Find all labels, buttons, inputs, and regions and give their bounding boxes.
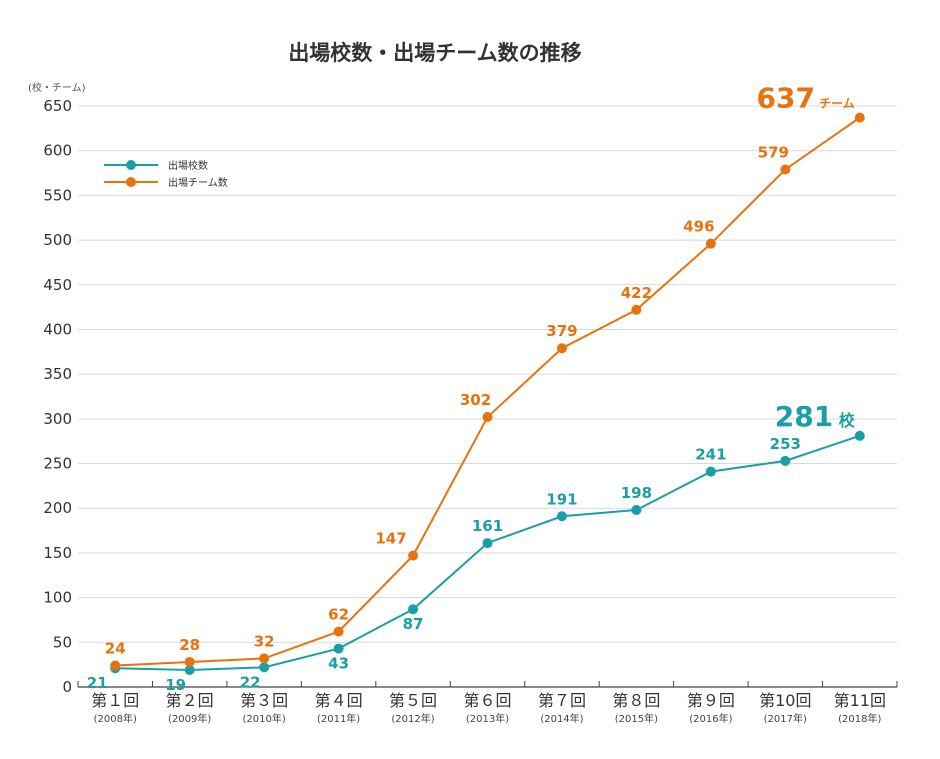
y-axis-unit: (校・チーム) (28, 81, 86, 94)
x-tick-label: 第９回 (687, 691, 735, 710)
y-tick-label: 150 (43, 544, 72, 562)
data-label: 32 (254, 632, 275, 650)
x-tick-year: (2017年) (764, 712, 807, 725)
x-tick-year: (2011年) (317, 712, 360, 725)
x-tick-year: (2013年) (466, 712, 509, 725)
data-label: 379 (546, 322, 577, 340)
data-label: 496 (683, 218, 714, 236)
x-tick-year: (2009年) (168, 712, 211, 725)
y-tick-label: 400 (43, 320, 72, 338)
data-label: 147 (375, 530, 406, 548)
y-tick-label: 350 (43, 365, 72, 383)
data-label: 191 (546, 490, 577, 508)
x-tick-label: 第５回 (389, 691, 437, 710)
x-tick-year: (2010年) (243, 712, 286, 725)
x-tick-year: (2012年) (391, 712, 434, 725)
x-tick-label: 第８回 (612, 691, 660, 710)
x-tick-year: (2016年) (689, 712, 732, 725)
data-label: 87 (403, 615, 424, 633)
x-tick-year: (2015年) (615, 712, 658, 725)
x-tick-label: 第４回 (315, 691, 363, 710)
x-tick-label: 第11回 (834, 691, 886, 710)
data-point (110, 660, 121, 671)
legend-marker (126, 160, 136, 170)
final-unit: 校 (833, 411, 856, 430)
data-label: 28 (179, 636, 200, 654)
y-tick-label: 50 (53, 633, 72, 651)
x-tick-label: 第６回 (463, 691, 511, 710)
data-point (631, 304, 642, 315)
data-label: 43 (328, 655, 349, 673)
y-tick-label: 450 (43, 276, 72, 294)
data-label: 19 (165, 676, 186, 694)
legend-label: 出場校数 (168, 159, 208, 172)
x-tick-label: 第７回 (538, 691, 586, 710)
final-value: 637 (756, 82, 814, 115)
x-tick-label: 第１回 (91, 691, 139, 710)
data-label: 241 (695, 446, 726, 464)
chart-title: 出場校数・出場チーム数の推移 (288, 41, 581, 65)
data-point (854, 430, 865, 441)
data-point (184, 656, 195, 667)
data-point (705, 466, 716, 477)
data-label: 21 (87, 674, 108, 692)
final-value-label: 281 校 (775, 400, 856, 433)
data-point (556, 511, 567, 522)
data-label: 62 (328, 606, 349, 624)
data-label: 422 (621, 284, 652, 302)
y-tick-label: 600 (43, 142, 72, 160)
data-point (482, 538, 493, 549)
y-tick-label: 100 (43, 589, 72, 607)
legend-marker (126, 177, 136, 187)
final-unit: チーム (815, 97, 855, 111)
x-tick-label: 第２回 (166, 691, 214, 710)
data-point (780, 455, 791, 466)
final-value: 281 (775, 400, 833, 433)
data-point (259, 662, 270, 673)
data-point (854, 112, 865, 123)
data-point (705, 238, 716, 249)
data-label: 253 (770, 435, 801, 453)
data-label: 302 (460, 391, 491, 409)
data-point (408, 550, 419, 561)
x-tick-label: 第10回 (759, 691, 811, 710)
final-value-label: 637 チーム (756, 82, 854, 115)
x-tick-year: (2014年) (540, 712, 583, 725)
x-tick-label: 第３回 (240, 691, 288, 710)
data-point (556, 343, 567, 354)
y-tick-label: 0 (62, 678, 72, 696)
y-tick-label: 250 (43, 455, 72, 473)
data-point (482, 412, 493, 423)
data-label: 24 (105, 640, 126, 658)
y-tick-label: 500 (43, 231, 72, 249)
y-tick-label: 300 (43, 410, 72, 428)
data-label: 198 (621, 484, 652, 502)
data-point (333, 643, 344, 654)
x-tick-year: (2018年) (838, 712, 881, 725)
data-point (408, 604, 419, 615)
data-label: 161 (472, 517, 503, 535)
y-tick-label: 550 (43, 186, 72, 204)
data-label: 579 (758, 143, 789, 161)
y-tick-label: 650 (43, 97, 72, 115)
data-label: 22 (240, 673, 261, 691)
legend-label: 出場チーム数 (168, 176, 228, 189)
data-point (631, 505, 642, 516)
x-tick-year: (2008年) (94, 712, 137, 725)
y-tick-label: 200 (43, 499, 72, 517)
data-point (780, 164, 791, 175)
data-point (333, 626, 344, 637)
data-point (259, 653, 270, 664)
data-point (184, 665, 195, 676)
